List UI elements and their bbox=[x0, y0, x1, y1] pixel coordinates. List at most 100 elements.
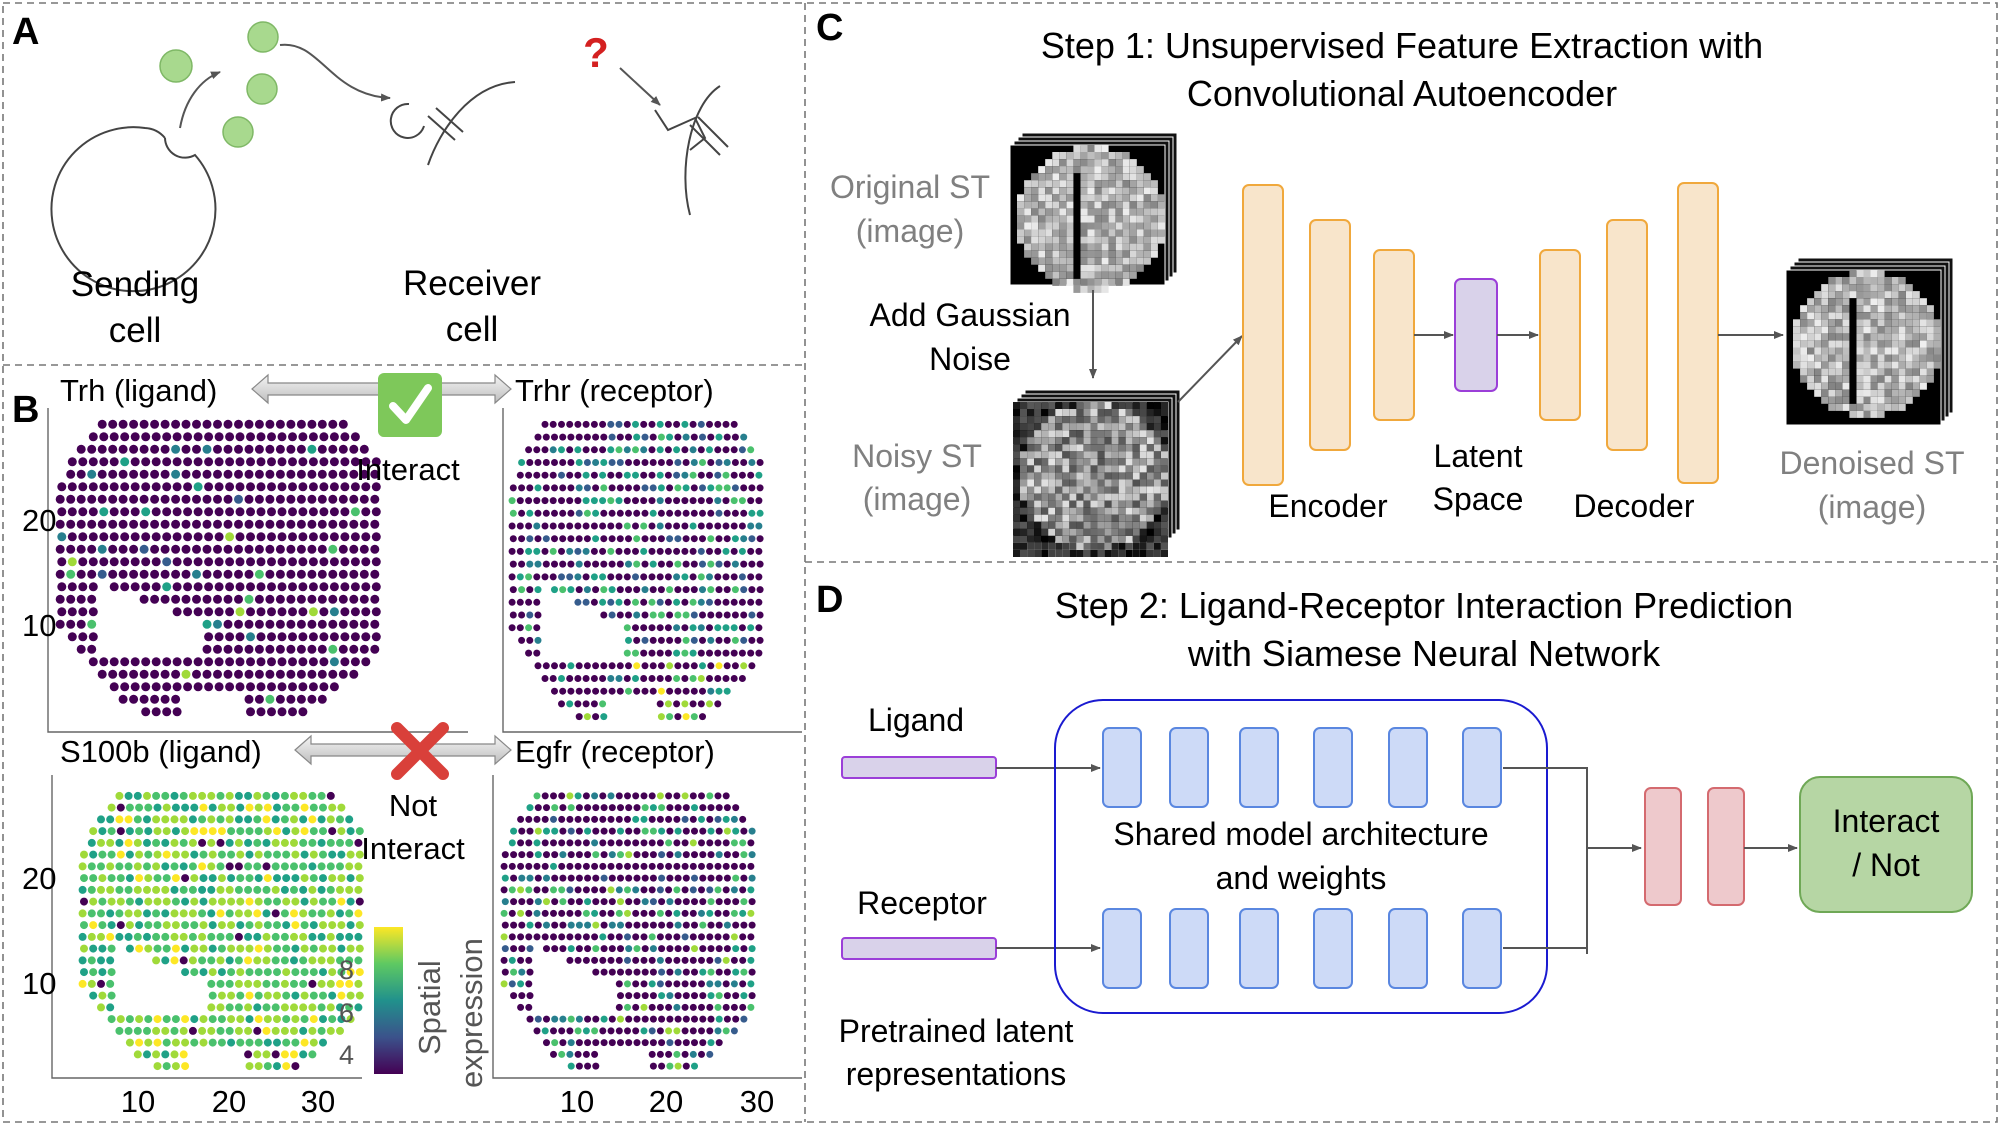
trh-spot bbox=[160, 669, 170, 679]
image-pixel bbox=[1013, 465, 1020, 473]
plot-axes-trhr bbox=[502, 408, 802, 733]
image-pixel bbox=[1055, 402, 1063, 409]
image-pixel bbox=[1052, 229, 1060, 237]
trhr-spot bbox=[722, 420, 730, 428]
trh-spot bbox=[109, 532, 119, 542]
trhr-spot bbox=[706, 624, 713, 632]
trh-spot bbox=[370, 469, 380, 479]
image-pixel bbox=[1884, 396, 1892, 404]
trhr-spot bbox=[699, 662, 706, 670]
image-pixel bbox=[1055, 472, 1063, 480]
trh-spot bbox=[234, 619, 243, 629]
egfr-spot bbox=[584, 851, 592, 859]
trhr-spot bbox=[590, 471, 598, 479]
image-pixel bbox=[1814, 354, 1822, 362]
image-pixel bbox=[1087, 215, 1095, 223]
s100b-spot bbox=[144, 944, 153, 953]
image-pixel bbox=[1898, 389, 1906, 397]
image-pixel bbox=[1059, 215, 1067, 223]
trh-spot bbox=[361, 607, 371, 617]
trhr-spot bbox=[525, 624, 533, 632]
s100b-spot bbox=[208, 897, 217, 906]
s100b-spot bbox=[181, 968, 190, 977]
s100b-spot bbox=[282, 968, 291, 977]
image-pixel bbox=[1132, 465, 1140, 473]
image-pixel bbox=[1800, 326, 1808, 334]
trhr-spot bbox=[674, 611, 682, 619]
egfr-spot bbox=[591, 956, 599, 964]
trh-spot bbox=[55, 494, 65, 504]
image-pixel bbox=[1066, 215, 1074, 223]
trhr-spot bbox=[656, 547, 664, 555]
image-pixel bbox=[1059, 250, 1067, 258]
trh-spot bbox=[109, 432, 119, 442]
image-pixel bbox=[1020, 507, 1027, 515]
trhr-spot bbox=[567, 586, 575, 594]
trh-spot bbox=[204, 557, 214, 567]
image-pixel bbox=[1059, 264, 1067, 272]
image-pixel bbox=[1842, 340, 1850, 348]
trhr-spot bbox=[533, 522, 541, 530]
trhr-spot bbox=[599, 497, 607, 505]
s100b-spot bbox=[254, 803, 263, 812]
trhr-spot bbox=[599, 700, 607, 708]
image-pixel bbox=[1115, 152, 1123, 159]
egfr-spot bbox=[656, 839, 664, 847]
trhr-spot bbox=[681, 446, 689, 454]
egfr-spot bbox=[740, 827, 748, 835]
image-pixel bbox=[1020, 500, 1027, 508]
trhr-spot bbox=[756, 535, 764, 543]
egfr-spot bbox=[550, 792, 557, 800]
s100b-spot bbox=[190, 850, 199, 859]
trhr-spot bbox=[756, 459, 764, 466]
trhr-spot bbox=[707, 586, 715, 594]
image-pixel bbox=[1080, 152, 1088, 159]
trh-spot bbox=[277, 657, 287, 667]
image-pixel bbox=[1891, 396, 1899, 404]
image-pixel bbox=[1062, 458, 1070, 466]
trhr-spot bbox=[542, 509, 550, 517]
s100b-spot bbox=[336, 979, 344, 988]
trhr-spot bbox=[755, 547, 763, 555]
trh-spot bbox=[151, 482, 161, 492]
egfr-spot bbox=[526, 1015, 534, 1023]
trh-spot bbox=[181, 669, 191, 679]
trh-spot bbox=[88, 632, 98, 642]
egfr-spot bbox=[682, 1015, 690, 1023]
trh-spot bbox=[234, 669, 243, 679]
s100b-spot bbox=[162, 897, 171, 906]
trhr-spot bbox=[600, 586, 608, 594]
image-pixel bbox=[1125, 409, 1133, 416]
s100b-spot bbox=[199, 897, 208, 906]
image-pixel bbox=[1045, 257, 1053, 265]
egfr-spot bbox=[551, 898, 559, 906]
trhr-spot bbox=[666, 713, 674, 721]
image-pixel bbox=[1080, 243, 1088, 251]
image-pixel bbox=[1104, 535, 1112, 543]
s100b-spot bbox=[299, 815, 308, 824]
trhr-spot bbox=[756, 611, 764, 619]
s100b-spot bbox=[290, 956, 298, 965]
trhr-spot bbox=[715, 687, 723, 695]
trh-spot bbox=[359, 619, 369, 629]
egfr-spot bbox=[681, 980, 689, 988]
image-pixel bbox=[1097, 535, 1105, 543]
egfr-spot bbox=[607, 1027, 615, 1035]
image-pixel bbox=[1919, 382, 1927, 390]
image-pixel bbox=[1097, 430, 1105, 438]
trhr-spot bbox=[657, 560, 665, 568]
s100b-spot bbox=[125, 874, 134, 883]
image-pixel bbox=[1069, 402, 1077, 409]
s100b-spot bbox=[116, 1015, 125, 1024]
egfr-spot bbox=[566, 1050, 574, 1058]
image-pixel bbox=[1821, 340, 1829, 348]
image-pixel bbox=[1139, 528, 1147, 536]
image-pixel bbox=[1048, 451, 1056, 459]
image-pixel bbox=[1118, 542, 1126, 550]
image-pixel bbox=[1045, 236, 1053, 244]
trhr-spot bbox=[615, 522, 623, 530]
egfr-spot bbox=[658, 851, 666, 859]
image-pixel bbox=[1066, 250, 1074, 258]
image-pixel bbox=[1856, 403, 1864, 411]
egfr-spot bbox=[666, 1015, 674, 1023]
